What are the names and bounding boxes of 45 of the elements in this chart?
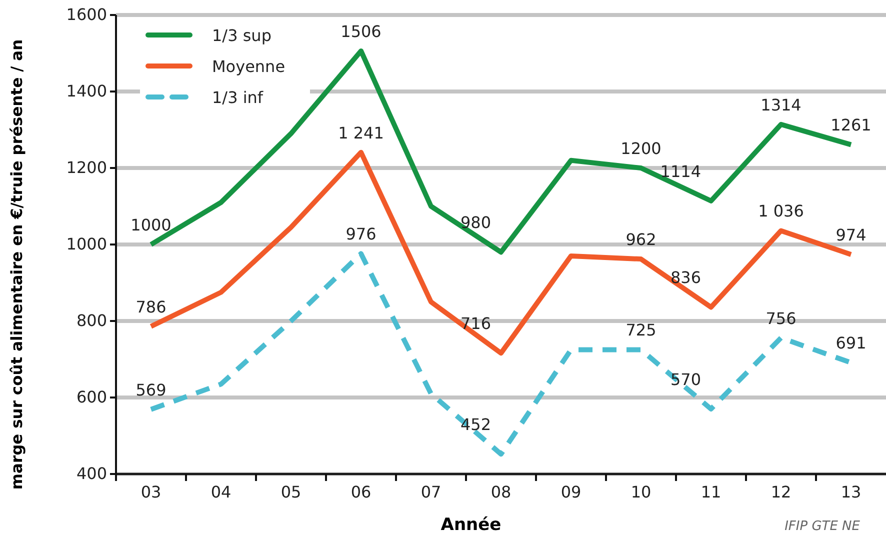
y-tick-label: 1400 [66,82,107,101]
x-axis-title: Année [440,515,502,535]
data-label: 691 [836,334,866,353]
x-tick-label: 13 [840,482,862,502]
data-label: 1314 [760,95,802,114]
data-label: 725 [626,320,656,340]
x-tick-label: 08 [490,482,512,502]
y-axis-title: marge sur coût alimentaire en €/truie présente / an [8,39,26,490]
y-tick-label: 1600 [66,5,107,24]
data-label: 1261 [830,116,872,135]
legend-label: 1/3 inf [212,88,264,107]
data-label: 980 [460,213,491,232]
data-label: 1 241 [338,123,384,142]
y-tick-label: 1200 [66,158,107,178]
x-tick-label: 11 [700,482,722,502]
x-tick-label: 07 [420,482,442,502]
data-label: 962 [626,230,656,250]
data-label: 1506 [340,22,382,41]
data-label: 1114 [660,162,701,181]
x-tick-label: 12 [770,482,792,502]
x-tick-label: 10 [630,482,652,502]
y-tick-label: 1000 [66,234,107,254]
x-tick-label: 05 [280,482,302,502]
legend-label: Moyenne [212,57,286,76]
x-tick-label: 04 [210,482,232,502]
legend-label: 1/3 sup [212,26,272,45]
data-label: 716 [460,314,491,334]
x-tick-label: 09 [560,482,582,502]
x-tick-label: 06 [350,482,372,502]
data-label: 1000 [130,216,172,234]
data-label: 976 [346,224,376,244]
data-label: 756 [766,308,796,328]
data-label: 570 [670,370,701,389]
data-label: 786 [136,297,166,316]
y-tick-label: 600 [76,388,107,407]
text: IFIP GTE NE [784,519,861,534]
y-tick-label: 800 [76,311,107,330]
data-label: 452 [460,415,491,434]
data-label: 1200 [620,139,662,158]
data-label: 836 [670,268,701,288]
data-label: 974 [836,225,866,244]
data-label: 569 [136,380,166,400]
data-label: 1 036 [758,202,804,221]
x-tick-label: 03 [140,482,162,502]
y-tick-label: 400 [76,464,107,484]
